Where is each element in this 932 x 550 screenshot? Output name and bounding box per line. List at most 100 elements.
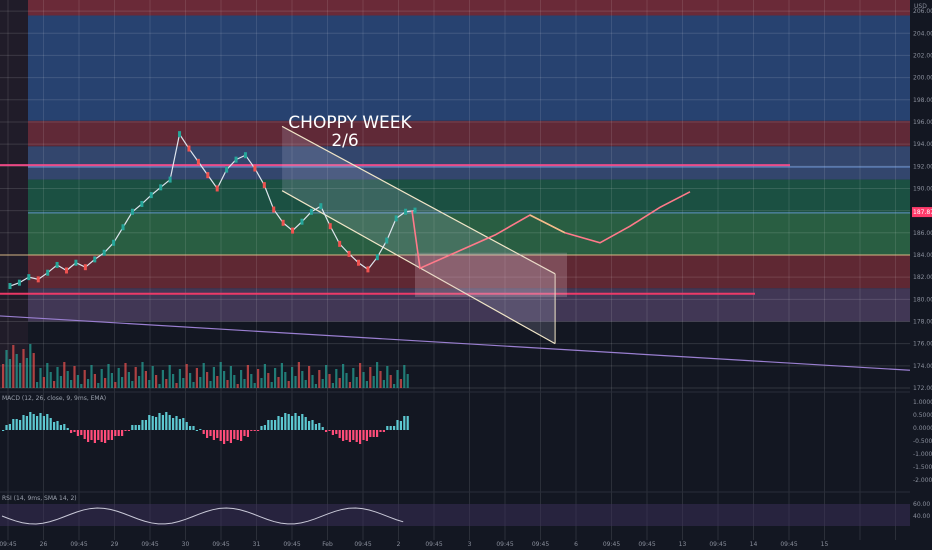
- price-candle: [149, 192, 153, 199]
- volume-bar: [46, 363, 49, 388]
- rsi-band: [0, 504, 910, 526]
- time-tick-label: 13: [679, 541, 687, 548]
- volume-bar: [338, 378, 341, 388]
- macd-tick-label: 0.00000: [913, 425, 932, 432]
- price-candle: [93, 256, 97, 263]
- volume-bar: [314, 384, 317, 388]
- macd-histogram-bar: [66, 428, 69, 430]
- macd-histogram-bar: [209, 430, 212, 436]
- last-price-label: 187.87: [913, 209, 932, 216]
- macd-histogram-bar: [382, 430, 385, 432]
- channel-upper-line: [281, 125, 556, 275]
- volume-bar: [216, 376, 219, 388]
- time-tick-label: 30: [182, 541, 190, 548]
- macd-histogram-bar: [121, 430, 124, 436]
- volume-bar: [53, 381, 56, 388]
- volume-bar: [229, 366, 232, 388]
- price-candle: [385, 237, 389, 244]
- macd-histogram-bar: [175, 416, 178, 430]
- macd-histogram-bar: [365, 430, 368, 441]
- macd-histogram-bar: [233, 430, 236, 439]
- price-tick-label: 172.00: [913, 385, 932, 392]
- volume-bar: [124, 363, 127, 388]
- volume-bar: [161, 370, 164, 388]
- time-tick-label: 09:45: [603, 541, 620, 548]
- macd-histogram-bar: [165, 412, 168, 430]
- macd-histogram-bar: [80, 430, 83, 435]
- volume-bar: [328, 374, 331, 388]
- macd-histogram-bar: [270, 420, 273, 430]
- volume-bar: [389, 375, 392, 388]
- macd-histogram-bar: [274, 420, 277, 430]
- macd-histogram-bar: [202, 430, 205, 434]
- price-candle: [309, 208, 313, 215]
- price-candle: [347, 250, 351, 257]
- macd-histogram-bar: [301, 414, 304, 430]
- volume-bar: [144, 371, 147, 388]
- volume-bar: [219, 362, 222, 388]
- macd-histogram-bar: [73, 430, 76, 432]
- macd-histogram-bar: [386, 426, 389, 430]
- price-tick-label: 190.00: [913, 185, 932, 192]
- macd-histogram-bar: [369, 430, 372, 437]
- volume-bar: [66, 371, 69, 388]
- price-candle: [27, 274, 31, 281]
- macd-histogram-bar: [328, 430, 331, 431]
- volume-bar: [175, 383, 178, 388]
- volume-bar: [318, 370, 321, 388]
- volume-bar: [233, 375, 236, 388]
- time-tick-label: 26: [40, 541, 48, 548]
- macd-histogram-bar: [236, 430, 239, 440]
- volume-bar: [195, 368, 198, 388]
- price-tick-label: 198.00: [913, 97, 932, 104]
- volume-bar: [226, 380, 229, 388]
- volume-bar: [121, 377, 124, 388]
- macd-histogram-bar: [294, 413, 297, 430]
- time-tick-label: 09:45: [141, 541, 158, 548]
- currency-label: USD: [914, 3, 927, 10]
- time-tick-label: 09:45: [425, 541, 442, 548]
- macd-histogram-bar: [308, 421, 311, 430]
- macd-histogram-bar: [212, 430, 215, 440]
- time-tick-label: 3: [468, 541, 472, 548]
- volume-bar: [148, 380, 151, 388]
- macd-histogram-bar: [144, 420, 147, 430]
- volume-bar: [308, 366, 311, 388]
- volume-bar: [396, 370, 399, 388]
- price-tick-label: 204.00: [913, 30, 932, 37]
- volume-bar: [80, 384, 83, 388]
- macd-histogram-bar: [19, 420, 22, 430]
- volume-bar: [168, 365, 171, 388]
- macd-histogram-bar: [376, 430, 379, 437]
- price-candle: [225, 166, 229, 173]
- time-tick-label: 09:45: [638, 541, 655, 548]
- price-tick-label: 186.00: [913, 230, 932, 237]
- macd-histogram-bar: [406, 416, 409, 430]
- macd-histogram-bar: [90, 430, 93, 440]
- volume-bar: [5, 350, 8, 388]
- macd-histogram-bar: [168, 415, 171, 430]
- macd-histogram-bar: [260, 426, 263, 430]
- volume-bar: [49, 372, 52, 388]
- price-candle: [366, 266, 370, 273]
- macd-histogram-bar: [314, 424, 317, 430]
- volume-bar: [15, 354, 18, 388]
- macd-histogram-bar: [226, 430, 229, 441]
- price-zone: [28, 179, 910, 213]
- price-candle: [206, 172, 210, 179]
- macd-tick-label: -1.00000: [913, 451, 932, 458]
- price-tick-label: 174.00: [913, 363, 932, 370]
- volume-bar: [301, 371, 304, 388]
- volume-bar: [280, 363, 283, 388]
- macd-histogram-bar: [93, 430, 96, 443]
- macd-tick-label: -1.50000: [913, 464, 932, 471]
- projected-path-segment: [529, 214, 566, 234]
- volume-bar: [287, 381, 290, 388]
- macd-histogram-bar: [362, 430, 365, 440]
- time-tick-label: 6: [574, 541, 578, 548]
- volume-bar: [192, 382, 195, 388]
- macd-histogram-bar: [277, 416, 280, 430]
- macd-histogram-bar: [49, 418, 52, 430]
- volume-bar: [141, 362, 144, 388]
